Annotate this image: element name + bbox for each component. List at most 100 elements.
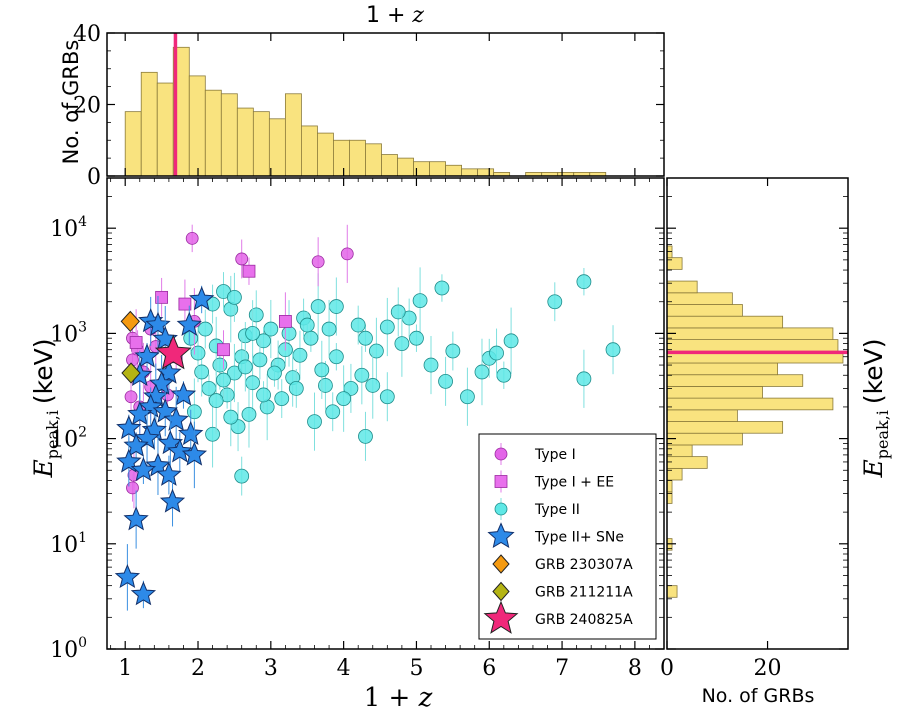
y-tick-label: 104: [50, 214, 87, 242]
histogram-bar: [666, 386, 763, 399]
legend: Type I Type I + EE Type II Type II+ SNe GRB …: [478, 433, 657, 640]
data-point: [212, 357, 228, 373]
data-point: [154, 334, 192, 370]
histogram-bar: [477, 168, 495, 177]
legend-item: Type II+ SNe: [487, 522, 624, 549]
histogram-bar: [445, 164, 462, 177]
data-point: [311, 255, 325, 269]
histogram-bar: [381, 154, 398, 177]
data-point: [310, 299, 326, 314]
data-point: [130, 581, 157, 606]
legend-label: GRB 240825A: [535, 612, 633, 628]
data-point: [445, 343, 461, 359]
data-point: [358, 428, 373, 444]
data-point: [474, 364, 490, 380]
data-point: [155, 290, 169, 304]
histogram-bar: [666, 257, 683, 270]
data-point: [299, 317, 315, 333]
histogram-bar: [666, 432, 743, 446]
histogram-bar: [252, 111, 270, 177]
x-tick-label: 4: [337, 656, 351, 681]
data-point: [434, 280, 450, 296]
legend-marker: [494, 502, 508, 516]
x-tick-label: 7: [555, 656, 569, 681]
series-grb-240825a: [154, 334, 192, 370]
data-point: [409, 330, 424, 346]
histogram-bar: [140, 71, 158, 177]
legend-marker: [492, 554, 510, 574]
legend-marker: [492, 581, 510, 602]
y-tick-label: 100: [50, 635, 87, 663]
data-point: [223, 409, 239, 425]
histogram-bar: [666, 397, 834, 411]
data-point: [281, 325, 297, 341]
legend-marker: [483, 600, 519, 634]
data-point: [227, 289, 242, 305]
right-ylabel: Epeak,i(keV): [859, 339, 892, 479]
legend-item: Type I + EE: [494, 470, 614, 493]
data-point: [460, 389, 475, 405]
data-point: [121, 362, 141, 384]
data-point: [234, 468, 250, 484]
data-point: [123, 432, 149, 457]
right-histogram-panel: 0 20: [660, 177, 849, 681]
legend-label: Type I + EE: [534, 475, 614, 491]
data-point: [176, 311, 202, 336]
legend-label: GRB 230307A: [535, 557, 633, 573]
legend-item: Type I: [494, 443, 576, 465]
data-point: [170, 381, 197, 406]
x-tick-label: 20: [754, 656, 782, 681]
data-point: [114, 563, 141, 589]
data-point: [412, 293, 428, 308]
data-point: [241, 406, 257, 422]
x-tick-label: 8: [628, 656, 642, 681]
histogram-bar: [666, 304, 743, 317]
data-point: [185, 231, 199, 245]
series-grb-230307a: [120, 310, 140, 333]
legend-item: GRB 230307A: [492, 554, 633, 574]
data-point: [145, 311, 171, 336]
data-point: [350, 317, 366, 333]
y-tick-label: 101: [50, 530, 87, 558]
histogram-bar: [317, 132, 334, 177]
series-type-ii-sne: [114, 285, 215, 611]
data-point: [274, 391, 290, 406]
legend-item: Type II: [494, 498, 580, 520]
data-point: [197, 321, 213, 337]
data-point: [496, 367, 512, 383]
data-point: [248, 307, 264, 323]
data-point: [288, 381, 304, 396]
histogram-bar: [666, 362, 779, 376]
data-point: [194, 364, 210, 380]
legend-marker: [487, 522, 515, 549]
x-tick-label: 0: [660, 656, 674, 681]
x-tick-label: 2: [191, 656, 205, 681]
data-point: [314, 362, 330, 378]
x-tick-label: 3: [264, 656, 278, 681]
histogram-bar: [666, 315, 784, 329]
main-xlabel: 1 + z: [364, 683, 433, 713]
legend-marker: [494, 447, 508, 461]
data-point: [190, 345, 206, 361]
svg-text:Epeak,i(keV): Epeak,i(keV): [29, 339, 62, 479]
data-point: [120, 310, 140, 333]
main-ylabel: Epeak,i(keV): [29, 339, 62, 479]
data-point: [126, 481, 139, 495]
data-point: [365, 378, 381, 393]
right-frame: [666, 177, 849, 650]
data-point: [390, 304, 406, 320]
data-point: [354, 367, 370, 383]
data-point: [256, 387, 271, 403]
x-tick-label: 1: [118, 656, 132, 681]
data-point: [178, 420, 204, 446]
data-point: [379, 319, 395, 335]
data-point: [605, 342, 621, 358]
histogram-bar: [220, 93, 238, 177]
histogram-bar: [284, 93, 302, 177]
scatter-frame: [106, 177, 665, 650]
histogram-bar: [666, 409, 738, 422]
histogram-bar: [156, 82, 174, 177]
data-point: [576, 274, 592, 290]
